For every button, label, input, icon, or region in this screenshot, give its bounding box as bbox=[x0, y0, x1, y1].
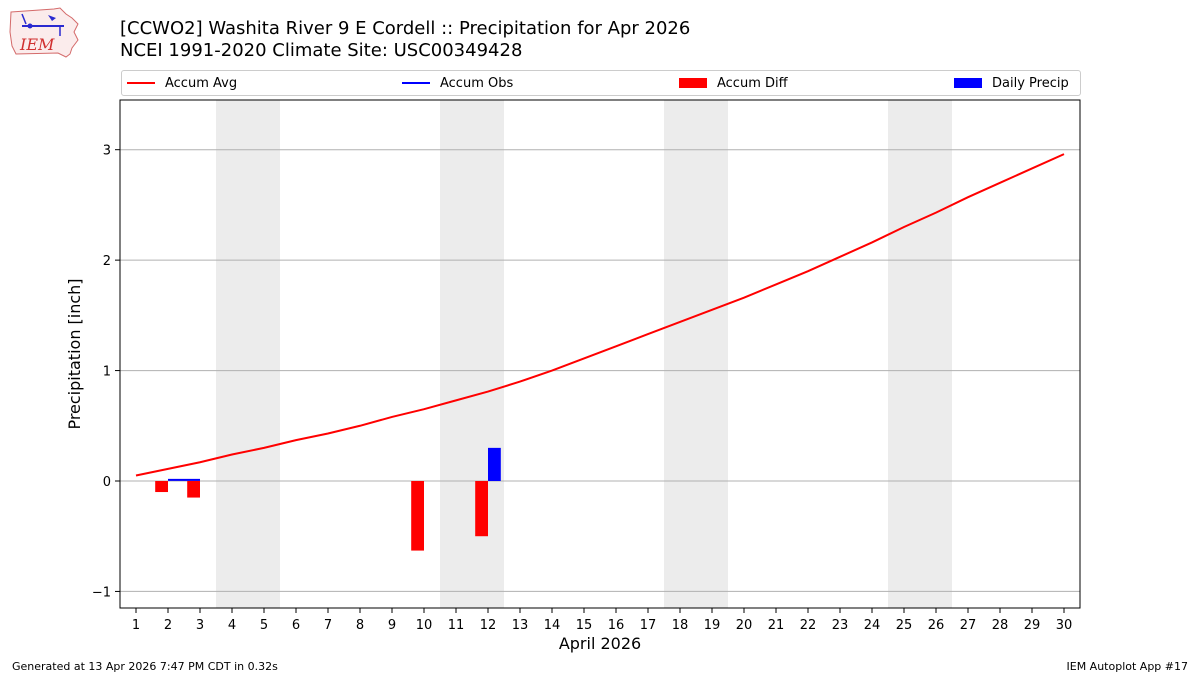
x-tick-label: 6 bbox=[292, 618, 300, 633]
x-tick-label: 24 bbox=[864, 618, 881, 633]
y-axis-label: Precipitation [inch] bbox=[65, 278, 84, 429]
x-tick-label: 9 bbox=[388, 618, 396, 633]
y-axis-ticks: −1 0 1 2 3 bbox=[92, 144, 120, 600]
weekend-band-3 bbox=[664, 100, 728, 608]
x-tick-label: 14 bbox=[544, 618, 561, 633]
title-line-1: [CCWO2] Washita River 9 E Cordell :: Pre… bbox=[120, 18, 691, 39]
legend-accum-obs: Accum Obs bbox=[402, 71, 513, 95]
x-tick-label: 17 bbox=[640, 618, 657, 633]
iem-logo: IEM bbox=[9, 7, 79, 58]
legend-accum-diff: Accum Diff bbox=[679, 71, 788, 95]
y-tick-label: 2 bbox=[103, 254, 111, 269]
x-tick-label: 1 bbox=[132, 618, 140, 633]
x-tick-label: 18 bbox=[672, 618, 689, 633]
x-axis-ticks: 1 2 3 4 5 6 7 8 9 10 11 12 13 14 15 16 17 18 19 20 21 22 23 24 2… bbox=[132, 608, 1072, 633]
x-tick-label: 12 bbox=[480, 618, 497, 633]
x-tick-label: 30 bbox=[1056, 618, 1073, 633]
x-tick-label: 5 bbox=[260, 618, 268, 633]
weekend-band-4 bbox=[888, 100, 952, 608]
accum-diff-bar-day-12 bbox=[475, 481, 488, 537]
x-tick-label: 25 bbox=[896, 618, 913, 633]
daily-precip-bar-day-12 bbox=[488, 447, 501, 481]
x-tick-label: 26 bbox=[928, 618, 945, 633]
x-tick-label: 15 bbox=[576, 618, 593, 633]
weekend-band-1 bbox=[216, 100, 280, 608]
x-axis-label: April 2026 bbox=[559, 634, 641, 653]
accum-diff-bar-day-3 bbox=[187, 481, 200, 498]
legend-swatch-accum-avg bbox=[127, 82, 155, 84]
x-tick-label: 2 bbox=[164, 618, 172, 633]
legend-daily-precip: Daily Precip bbox=[954, 71, 1069, 95]
bars bbox=[155, 447, 501, 551]
legend-swatch-accum-diff bbox=[679, 78, 707, 88]
x-tick-label: 21 bbox=[768, 618, 785, 633]
legend-label-accum-avg: Accum Avg bbox=[165, 75, 238, 91]
x-tick-label: 27 bbox=[960, 618, 977, 633]
chart-legend: Accum Avg Accum Obs Accum Diff Daily Pre… bbox=[121, 70, 1081, 96]
x-tick-label: 3 bbox=[196, 618, 204, 633]
logo-text: IEM bbox=[19, 35, 55, 54]
weekend-band-2 bbox=[440, 100, 504, 608]
x-tick-label: 4 bbox=[228, 618, 236, 633]
legend-label-daily-precip: Daily Precip bbox=[992, 75, 1069, 91]
accum-diff-bar-day-2 bbox=[155, 481, 168, 493]
x-tick-label: 28 bbox=[992, 618, 1009, 633]
x-tick-label: 13 bbox=[512, 618, 529, 633]
x-tick-label: 29 bbox=[1024, 618, 1041, 633]
legend-swatch-daily-precip bbox=[954, 78, 982, 88]
legend-label-accum-diff: Accum Diff bbox=[717, 75, 788, 91]
app-credit: IEM Autoplot App #17 bbox=[1066, 660, 1189, 673]
generated-timestamp: Generated at 13 Apr 2026 7:47 PM CDT in … bbox=[12, 660, 278, 673]
series-lines bbox=[135, 153, 1065, 481]
y-tick-label: 0 bbox=[103, 475, 111, 490]
x-tick-label: 7 bbox=[324, 618, 332, 633]
accum-avg-line bbox=[135, 153, 1065, 477]
x-tick-label: 19 bbox=[704, 618, 721, 633]
weekend-shading bbox=[216, 100, 952, 608]
legend-swatch-accum-obs bbox=[402, 82, 430, 84]
y-tick-label: 1 bbox=[103, 365, 111, 380]
x-tick-label: 22 bbox=[800, 618, 817, 633]
y-tick-label: −1 bbox=[92, 585, 111, 600]
plot-frame bbox=[119, 99, 1081, 609]
x-tick-label: 16 bbox=[608, 618, 625, 633]
accum-diff-bar-day-10 bbox=[411, 481, 424, 551]
x-tick-label: 23 bbox=[832, 618, 849, 633]
x-tick-label: 20 bbox=[736, 618, 753, 633]
legend-label-accum-obs: Accum Obs bbox=[440, 75, 514, 91]
legend-accum-avg: Accum Avg bbox=[127, 71, 237, 95]
y-tick-label: 3 bbox=[103, 144, 111, 159]
x-tick-label: 11 bbox=[448, 618, 465, 633]
page-title: [CCWO2] Washita River 9 E Cordell :: Pre… bbox=[120, 18, 690, 62]
title-line-2: NCEI 1991-2020 Climate Site: USC00349428 bbox=[120, 40, 523, 61]
x-tick-label: 10 bbox=[416, 618, 433, 633]
x-tick-label: 8 bbox=[356, 618, 364, 633]
gridlines bbox=[120, 149, 1080, 592]
